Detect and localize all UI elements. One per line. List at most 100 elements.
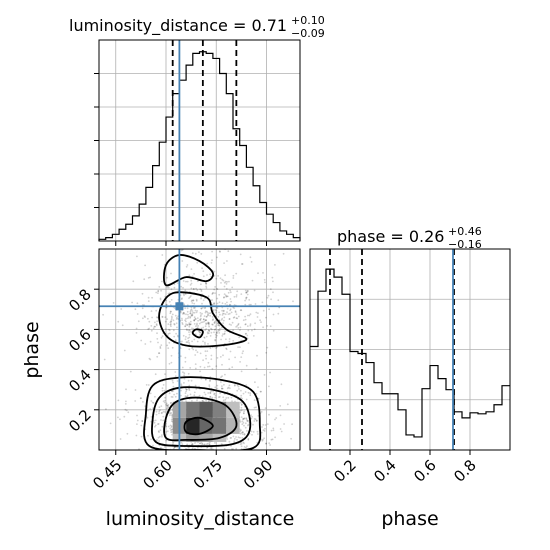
scatter-point	[261, 439, 264, 442]
scatter-point	[155, 323, 158, 326]
scatter-point	[121, 324, 124, 327]
scatter-point	[157, 430, 160, 433]
scatter-point	[173, 323, 176, 325]
scatter-point	[180, 285, 183, 288]
scatter-point	[125, 409, 128, 412]
scatter-point	[250, 414, 252, 416]
scatter-point	[243, 446, 246, 448]
scatter-point	[194, 442, 196, 444]
scatter-point	[208, 322, 210, 324]
scatter-point	[249, 313, 252, 315]
scatter-point	[159, 429, 162, 432]
scatter-point	[190, 279, 193, 282]
scatter-point	[232, 316, 235, 319]
scatter-point	[204, 350, 207, 353]
scatter-point	[150, 400, 153, 402]
scatter-point	[180, 389, 182, 392]
scatter-point	[214, 386, 217, 389]
scatter-point	[248, 314, 251, 317]
scatter-point	[198, 331, 201, 334]
scatter-point	[171, 317, 173, 319]
scatter-point	[250, 430, 253, 433]
scatter-point	[185, 280, 187, 283]
scatter-point	[188, 342, 191, 344]
scatter-point	[188, 333, 191, 336]
scatter-point	[144, 343, 147, 345]
scatter-point	[157, 292, 159, 294]
scatter-point	[159, 409, 162, 411]
scatter-point	[189, 367, 192, 369]
scatter-point	[230, 324, 233, 326]
scatter-point	[290, 437, 292, 440]
scatter-point	[277, 312, 280, 315]
scatter-point	[226, 438, 229, 440]
scatter-point	[134, 389, 137, 391]
scatter-point	[265, 442, 267, 445]
scatter-point	[202, 340, 204, 343]
scatter-point	[228, 340, 231, 343]
scatter-point	[265, 316, 267, 319]
scatter-point	[210, 331, 213, 334]
scatter-point	[209, 396, 212, 398]
scatter-point	[223, 316, 226, 319]
scatter-point	[172, 319, 175, 322]
scatter-point	[190, 330, 192, 333]
scatter-point	[185, 265, 188, 268]
scatter-point	[210, 390, 213, 393]
scatter-point	[285, 346, 288, 349]
scatter-point	[203, 391, 206, 394]
scatter-point	[196, 289, 199, 291]
scatter-point	[242, 418, 245, 420]
scatter-point	[240, 409, 243, 412]
scatter-point	[141, 420, 144, 423]
scatter-point	[228, 318, 231, 320]
scatter-point	[272, 429, 275, 432]
scatter-point	[247, 391, 250, 394]
scatter-point	[185, 395, 188, 398]
scatter-point	[223, 262, 226, 264]
scatter-point	[200, 283, 202, 286]
scatter-point	[223, 333, 226, 336]
scatter-point	[168, 328, 170, 331]
scatter-point	[186, 307, 189, 310]
tick-label-x-phase-0: 0.2	[330, 456, 360, 486]
scatter-point	[186, 264, 189, 266]
contour-4	[158, 291, 248, 348]
scatter-point	[162, 415, 165, 418]
scatter-point	[223, 332, 226, 335]
scatter-point	[182, 311, 185, 314]
scatter-point	[220, 326, 223, 329]
scatter-point	[205, 357, 208, 360]
scatter-point	[214, 292, 216, 294]
scatter-point	[237, 315, 240, 318]
tick-label-x-phase-2: 0.6	[410, 456, 440, 486]
scatter-point	[247, 420, 250, 422]
scatter-point	[190, 308, 193, 311]
scatter-point	[210, 447, 213, 450]
tick-label-x-ld-2: 0.75	[190, 456, 226, 492]
scatter-point	[214, 328, 217, 331]
scatter-point	[196, 280, 199, 283]
scatter-point	[193, 323, 196, 325]
scatter-point	[173, 335, 176, 338]
scatter-point	[241, 263, 244, 265]
scatter-point	[175, 318, 178, 320]
scatter-point	[199, 365, 202, 368]
scatter-point	[223, 285, 226, 288]
scatter-point	[222, 319, 225, 322]
scatter-point	[190, 282, 193, 285]
scatter-point	[265, 442, 267, 445]
density-cell-12	[199, 433, 213, 442]
scatter-point	[216, 334, 218, 337]
scatter-point	[232, 435, 235, 438]
scatter-point	[231, 321, 234, 324]
scatter-point	[211, 293, 214, 295]
scatter-point	[221, 302, 224, 305]
scatter-point	[245, 417, 248, 420]
scatter-point	[190, 323, 192, 326]
scatter-point	[193, 319, 196, 322]
scatter-point	[244, 323, 247, 326]
scatter-point	[176, 282, 179, 284]
scatter-point	[182, 286, 184, 289]
scatter-point	[150, 310, 153, 312]
